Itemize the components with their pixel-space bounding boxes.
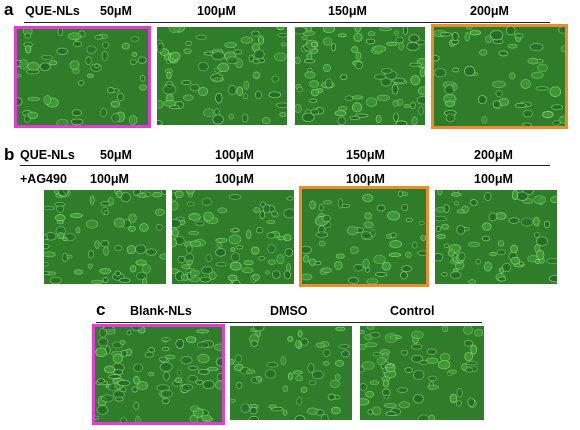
micrograph-c-blank xyxy=(92,324,225,425)
panel-a-row-label: QUE-NLs xyxy=(25,4,80,18)
panel-c-label-1: Blank-NLs xyxy=(130,304,192,318)
micrograph-a-200 xyxy=(431,24,568,129)
micrograph-b-100 xyxy=(172,190,294,284)
micrograph-c-dmso xyxy=(230,326,352,420)
panel-b-row2-label: +AG490 xyxy=(20,172,67,186)
panel-c-label-3: Control xyxy=(390,304,435,318)
micrograph-a-50 xyxy=(14,26,151,128)
panel-c-letter: c xyxy=(96,300,106,319)
panel-a-conc-3: 150μM xyxy=(328,4,367,18)
panel-b-rule xyxy=(20,165,550,166)
panel-b-row1-conc-3: 150μM xyxy=(346,148,385,162)
panel-b-row1-conc-4: 200μM xyxy=(474,148,513,162)
micrograph-a-150 xyxy=(295,27,425,125)
micrograph-b-150 xyxy=(299,186,429,287)
panel-b-row1-conc-2: 100μM xyxy=(215,148,254,162)
panel-b-row2-conc-1: 100μM xyxy=(90,172,129,186)
panel-a-letter: a xyxy=(4,0,14,19)
panel-b-row1-conc-1: 50μM xyxy=(100,148,132,162)
panel-a-conc-4: 200μM xyxy=(470,4,509,18)
micrograph-c-control xyxy=(360,326,484,420)
panel-a-conc-1: 50μM xyxy=(100,4,132,18)
micrograph-b-50 xyxy=(44,190,166,284)
panel-b-row1-label: QUE-NLs xyxy=(20,148,75,162)
micrograph-b-200 xyxy=(435,190,557,284)
micrograph-a-100 xyxy=(157,27,287,125)
panel-b-letter: b xyxy=(4,145,15,164)
panel-a-rule xyxy=(24,22,550,23)
panel-c-label-2: DMSO xyxy=(270,304,308,318)
panel-b-row2-conc-2: 100μM xyxy=(215,172,254,186)
panel-b-row2-conc-3: 100μM xyxy=(346,172,385,186)
panel-c-rule xyxy=(96,322,482,323)
panel-b-row2-conc-4: 100μM xyxy=(474,172,513,186)
panel-a-conc-2: 100μM xyxy=(197,4,236,18)
